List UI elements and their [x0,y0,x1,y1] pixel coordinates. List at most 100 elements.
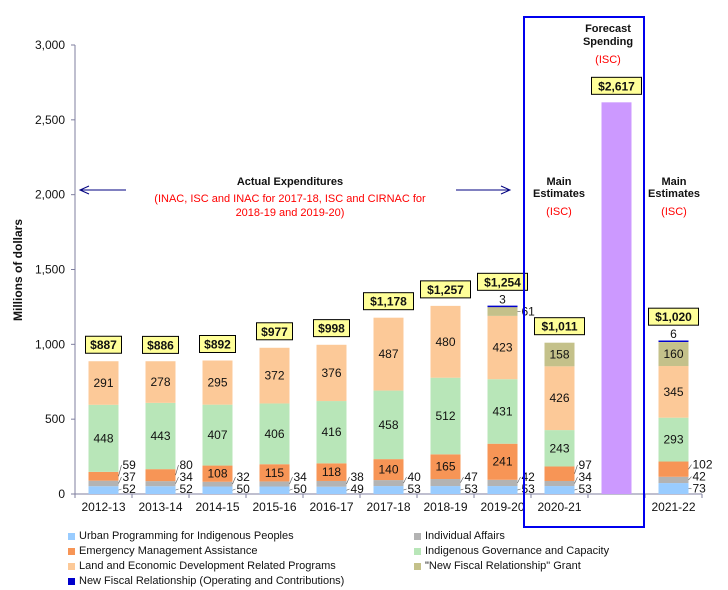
main-estimates-2-title-1: Main [661,176,686,188]
data-label: 443 [150,429,170,443]
data-label: 80 [180,458,194,472]
label-leader [118,476,122,484]
legend-item: Emergency Management Assistance [68,544,258,558]
bar-segment [145,361,176,403]
total-label: $2,617 [598,79,635,93]
legend-label: Urban Programming for Indigenous Peoples [79,530,294,542]
bar-segment [202,404,233,466]
legend-swatch [68,547,75,555]
bar-segment [373,459,404,481]
label-leader [574,464,578,474]
bar-segment [145,402,176,470]
data-label: 487 [378,347,398,361]
bar-segment [487,306,518,316]
bar-segment [430,454,461,480]
bar-segment [373,390,404,460]
data-label: 426 [549,391,569,405]
main-estimates-sub: (ISC) [546,206,572,218]
main-estimates-title-2: Estimates [533,188,585,200]
y-tick-label: 2,000 [35,188,65,202]
data-label: 293 [663,433,683,447]
legend-label: Indigenous Governance and Capacity [425,545,610,557]
x-tick-label: 2021-22 [651,500,695,514]
label-leader [175,464,179,476]
bar-segment [544,430,575,467]
data-label: 53 [408,482,422,496]
total-label: $1,257 [427,283,464,297]
bar-segment [430,486,461,494]
legend-swatch [68,562,75,570]
legend-swatch [414,532,421,540]
bar-segment [658,366,689,418]
data-label: 34 [579,470,593,484]
main-estimates-2-sub: (ISC) [661,206,687,218]
legend-item: Urban Programming for Indigenous Peoples [68,529,294,543]
x-tick-label: 2012-13 [81,500,125,514]
data-label: 291 [93,376,113,390]
total-label: $887 [90,338,117,352]
label-leader [175,476,179,484]
total-label-box [591,76,642,95]
actual-expenditures-sub-1: (INAC, ISC and INAC for 2017-18, ISC and… [154,193,426,205]
label-leader [289,488,293,491]
bar-segment [259,403,290,465]
total-label: $1,254 [484,275,521,289]
legend-item: Indigenous Governance and Capacity [414,544,609,558]
data-label: 53 [579,482,593,496]
data-label: 34 [294,470,308,484]
actual-expenditures-title: Actual Expenditures [237,176,343,188]
y-tick-label: 2,500 [35,113,65,127]
bar-segment [658,461,689,477]
total-label-box [363,292,414,311]
bar-segment [202,465,233,482]
data-label: 295 [207,376,227,390]
data-label: 431 [492,404,512,418]
bar-segment [316,480,347,487]
data-label: 160 [663,347,683,361]
bar-segment [658,483,689,494]
y-tick-label: 3,000 [35,38,65,52]
data-label: 32 [237,470,251,484]
label-leader [574,488,578,491]
forecast-title-1: Forecast [585,23,631,35]
bar-segment [202,486,233,494]
legend-label: New Fiscal Relationship (Operating and C… [79,575,345,587]
label-leader [688,476,692,481]
x-tick-label: 2018-19 [423,500,467,514]
bar-segment [430,305,461,378]
total-label: $998 [318,322,345,336]
data-label: 6 [670,327,677,341]
bar-segment [373,317,404,391]
total-label-box [85,335,122,354]
bar-segment [316,344,347,402]
legend-item: New Fiscal Relationship (Operating and C… [68,574,344,588]
total-label-box [534,317,585,336]
data-label: 73 [693,482,707,496]
label-leader [118,488,122,491]
total-label-box [420,280,471,299]
label-leader [175,488,179,491]
data-label: 376 [321,366,341,380]
bar-segment [658,476,689,484]
total-label: $1,178 [370,295,407,309]
bar-segment [373,486,404,494]
bar-segment [88,404,119,472]
total-label-box [256,322,293,341]
legend-item: Individual Affairs [414,529,505,543]
bar-segment [544,480,575,487]
label-leader [460,476,464,483]
main-estimates-2-title-2: Estimates [648,188,700,200]
label-leader [688,464,692,470]
bar-segment [259,347,290,404]
data-label: 243 [549,441,569,455]
data-label: 97 [579,458,593,472]
bar-segment [259,464,290,482]
total-label-box [199,334,236,353]
total-label: $892 [204,337,231,351]
x-tick-label: 2019-20 [480,500,524,514]
data-label: 37 [123,470,137,484]
data-label: 108 [207,467,227,481]
bars [88,102,689,495]
bar-segment [487,315,518,380]
x-tick-label: 2015-16 [252,500,296,514]
